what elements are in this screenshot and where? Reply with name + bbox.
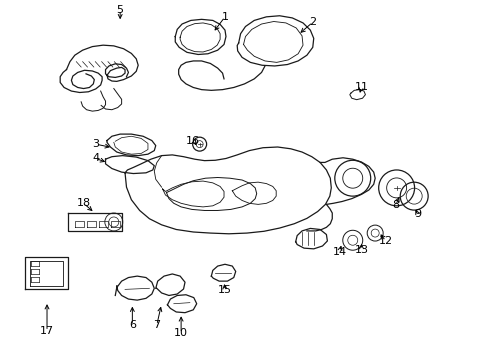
Text: 12: 12: [378, 236, 392, 246]
Text: 2: 2: [308, 17, 316, 27]
Text: 14: 14: [332, 247, 346, 257]
Text: 5: 5: [117, 5, 123, 15]
Text: 17: 17: [40, 326, 54, 336]
Text: 1: 1: [221, 12, 228, 22]
Text: 15: 15: [218, 285, 231, 296]
Text: 11: 11: [354, 82, 368, 92]
Text: 7: 7: [153, 320, 160, 330]
Text: 10: 10: [174, 328, 188, 338]
Text: 3: 3: [92, 139, 99, 149]
Text: 13: 13: [354, 245, 368, 255]
Text: 8: 8: [391, 200, 398, 210]
Text: 9: 9: [413, 209, 420, 219]
Text: 6: 6: [128, 320, 136, 330]
Text: 18: 18: [76, 198, 90, 208]
Text: 16: 16: [186, 136, 200, 145]
Text: 4: 4: [92, 153, 99, 163]
